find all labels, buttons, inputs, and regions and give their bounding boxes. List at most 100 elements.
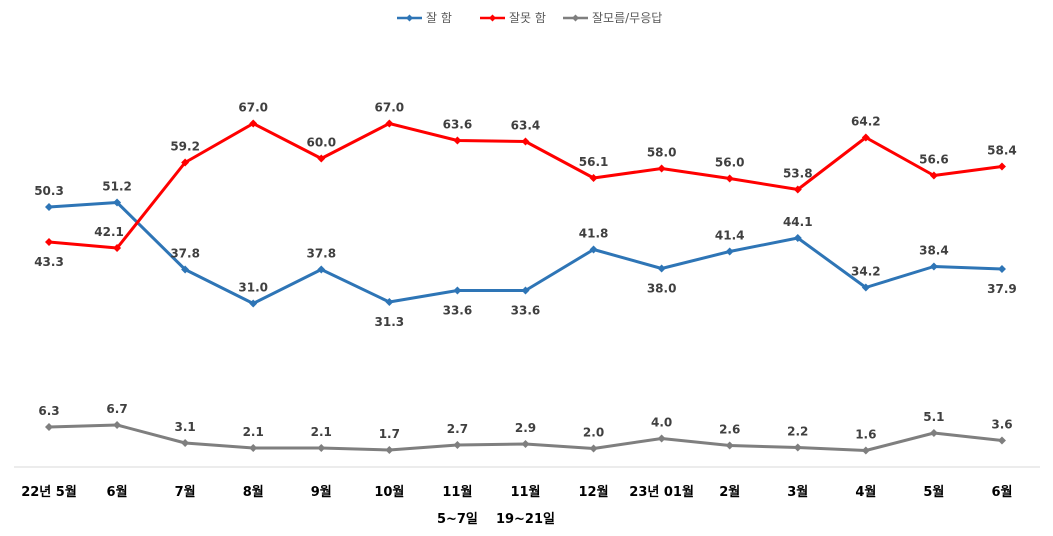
data-point-0-6 [453, 286, 462, 295]
data-point-2-12 [861, 446, 870, 455]
data-label-1-0: 43.3 [34, 255, 64, 269]
data-label-0-4: 37.8 [306, 247, 336, 261]
data-point-1-7 [521, 137, 530, 146]
data-label-1-10: 56.0 [715, 156, 745, 170]
data-point-0-3 [249, 299, 258, 308]
data-label-1-12: 64.2 [851, 115, 881, 129]
x-tick-label-10: 2월 [719, 484, 740, 500]
data-label-1-2: 59.2 [170, 140, 200, 154]
data-label-0-2: 37.8 [170, 247, 200, 261]
data-label-2-4: 2.1 [311, 425, 332, 439]
data-label-1-8: 56.1 [579, 155, 609, 169]
data-point-0-7 [521, 286, 530, 295]
data-label-2-7: 2.9 [515, 421, 536, 435]
data-label-1-7: 63.4 [511, 119, 541, 133]
data-point-1-5 [385, 119, 394, 128]
data-point-1-14 [997, 162, 1006, 171]
data-point-2-11 [793, 443, 802, 452]
data-label-0-1: 51.2 [102, 180, 132, 194]
data-label-1-6: 63.6 [443, 118, 473, 132]
data-label-2-9: 4.0 [651, 416, 672, 430]
x-tick-label-12: 4월 [855, 484, 876, 500]
x-tick-labels: 22년 5월 6월 7월 8월 9월 10월 11월 5~7일 11월 19~21일 12월 23년 … [21, 484, 1012, 527]
data-point-2-9 [657, 434, 666, 443]
data-label-1-1: 42.1 [94, 225, 124, 239]
data-label-0-0: 50.3 [34, 184, 64, 198]
data-label-2-0: 6.3 [38, 404, 59, 418]
series-layer [45, 119, 1006, 455]
data-point-2-1 [113, 421, 122, 429]
data-point-0-12 [861, 283, 870, 292]
data-point-1-10 [725, 174, 734, 183]
data-point-1-6 [453, 136, 462, 145]
data-point-1-11 [793, 185, 802, 194]
data-label-2-13: 5.1 [923, 410, 944, 424]
data-label-2-12: 1.6 [855, 428, 876, 442]
data-point-2-7 [521, 440, 530, 448]
data-label-2-8: 2.0 [583, 426, 604, 440]
legend-label-1: 잘못 함 [509, 11, 546, 25]
x-tick-label-14: 6월 [991, 484, 1012, 500]
legend-marker-1 [489, 14, 496, 22]
data-label-0-6: 33.6 [443, 304, 473, 318]
data-label-1-11: 53.8 [783, 167, 813, 181]
data-label-1-3: 67.0 [238, 101, 268, 115]
data-label-2-6: 2.7 [447, 422, 468, 436]
legend-label-0: 잘 함 [426, 11, 452, 25]
data-label-0-7: 33.6 [511, 304, 541, 318]
data-label-2-11: 2.2 [787, 425, 808, 439]
x-tick-label-3: 8월 [243, 484, 264, 500]
x-tick-label-11: 3월 [787, 484, 808, 500]
data-point-1-8 [589, 174, 598, 182]
data-point-1-4 [317, 154, 326, 163]
data-point-2-5 [385, 446, 394, 454]
data-point-2-13 [929, 429, 938, 437]
data-label-2-10: 2.6 [719, 423, 740, 437]
data-point-1-9 [657, 164, 666, 173]
x-tick-label-13: 5월 [923, 484, 944, 500]
data-label-1-9: 58.0 [647, 146, 677, 160]
data-label-0-8: 41.8 [579, 227, 609, 241]
x-tick-label-7: 11월 19~21일 [496, 484, 555, 527]
data-point-2-2 [181, 439, 190, 447]
data-label-0-13: 38.4 [919, 244, 949, 258]
data-point-1-0 [45, 238, 53, 246]
x-tick-label-6: 11월 5~7일 [437, 484, 478, 527]
legend-label-2: 잘모름/무응답 [592, 11, 662, 25]
data-label-1-4: 60.0 [306, 136, 336, 150]
x-tick-label-1: 6월 [107, 484, 128, 500]
x-tick-label-4: 9월 [311, 484, 332, 500]
data-label-2-5: 1.7 [379, 427, 400, 441]
data-point-0-0 [45, 203, 53, 211]
x-tick-label-2: 7월 [175, 484, 196, 500]
data-point-0-4 [317, 265, 326, 274]
data-point-0-13 [929, 262, 938, 271]
data-point-2-6 [453, 441, 462, 449]
data-point-0-1 [113, 198, 122, 207]
data-point-2-3 [249, 444, 258, 452]
data-point-2-14 [997, 436, 1006, 445]
data-point-1-13 [929, 171, 938, 180]
data-point-1-2 [181, 158, 190, 167]
data-label-0-10: 41.4 [715, 229, 745, 243]
data-point-2-8 [589, 444, 598, 453]
data-label-2-2: 3.1 [175, 420, 196, 434]
x-tick-label-9: 23년 01월 [629, 484, 694, 500]
data-label-2-1: 6.7 [106, 402, 127, 416]
data-label-2-3: 2.1 [243, 425, 264, 439]
data-point-0-2 [181, 265, 190, 274]
data-label-1-14: 58.4 [987, 144, 1017, 158]
data-point-2-0 [45, 423, 53, 431]
data-point-0-9 [657, 264, 666, 273]
x-tick-label-8: 12월 [579, 484, 609, 500]
data-label-0-3: 31.0 [238, 281, 268, 295]
data-label-layer: 50.3 51.2 37.8 31.0 37.8 31.3 33.6 33.6 41.8 38.0… [34, 101, 1017, 442]
data-point-1-12 [861, 133, 870, 142]
x-tick-label-0: 22년 5월 [21, 484, 77, 500]
data-point-0-14 [997, 265, 1006, 273]
data-label-2-14: 3.6 [991, 418, 1012, 432]
x-tick-label-5: 10월 [374, 484, 404, 500]
legend: 잘 함 잘못 함 잘모름/무응답 [397, 11, 662, 25]
data-point-1-1 [113, 244, 122, 252]
